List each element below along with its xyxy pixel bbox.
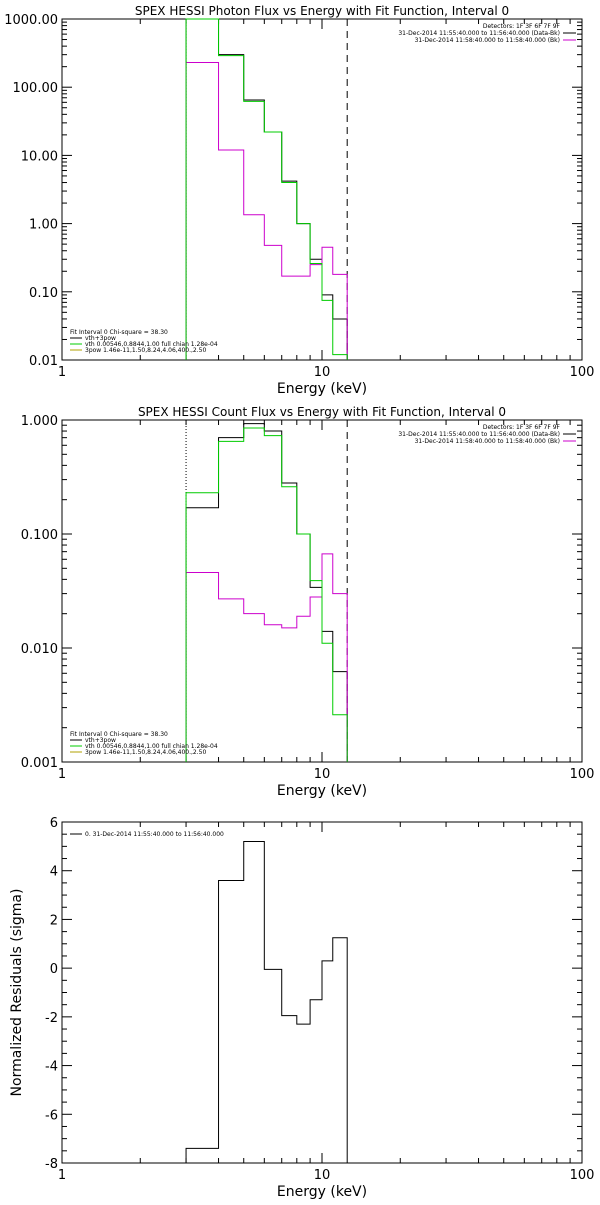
series-green-step	[185, 18, 348, 360]
y-tick-label: 4	[50, 865, 58, 880]
x-axis-label: Energy (keV)	[277, 1184, 367, 1200]
chart-panel-1: SPEX HESSI Count Flux vs Energy with Fit…	[21, 405, 595, 799]
y-tick-label: 100.00	[13, 81, 59, 96]
chart-panel-2: 1 10 100 -8 -6 -4 -2 0 2 4 6 Energy (keV) Normalized…	[9, 816, 594, 1200]
x-tick-label: 100	[570, 767, 595, 782]
y-tick-label: 6	[50, 816, 58, 831]
chart-panel-0: SPEX HESSI Photon Flux vs Energy with Fi…	[4, 4, 594, 397]
legend-entry: vth 0.00546,0.8844,1.00 full chian 1.28e…	[85, 743, 218, 750]
y-axis-label: Normalized Residuals (sigma)	[9, 889, 25, 1097]
series-black-step	[185, 840, 348, 1163]
legend-entry: 0. 31-Dec-2014 11:55:40.000 to 11:56:40.…	[85, 831, 224, 838]
legend-detectors: Detectors: 1F 3F 6F 7F 9F	[483, 424, 561, 431]
x-tick-label: 10	[314, 767, 331, 782]
series-black-step	[185, 423, 348, 762]
y-tick-label: -2	[45, 1011, 58, 1026]
plot-frame	[61, 18, 583, 361]
y-tick-label: -4	[45, 1060, 58, 1075]
x-tick-label: 1	[58, 1168, 66, 1183]
legend-detectors: Detectors: 1F 3F 6F 7F 9F	[483, 23, 561, 30]
y-tick-label: 0.001	[21, 756, 58, 771]
y-tick-label: 2	[50, 913, 58, 928]
y-tick-label: 1.000	[21, 414, 58, 429]
y-tick-label: 0	[50, 962, 58, 977]
x-axis-label: Energy (keV)	[277, 381, 367, 397]
y-tick-label: 1000.00	[4, 13, 58, 28]
legend-entry: 3pow 1.46e-11,1.50,8.24,4.06,400.,2.50	[85, 749, 206, 756]
y-tick-label: -8	[45, 1157, 58, 1172]
y-tick-label: 1.00	[29, 218, 58, 233]
x-axis-label: Energy (keV)	[277, 783, 367, 799]
x-tick-label: 1	[58, 365, 66, 380]
legend-entry: vth 0.00546,0.8844,1.00 full chian 1.28e…	[85, 341, 218, 348]
series-green-step	[185, 427, 348, 762]
y-tick-label: 0.010	[21, 642, 58, 657]
x-tick-label: 100	[570, 365, 595, 380]
y-tick-label: 0.10	[29, 286, 58, 301]
x-tick-label: 1	[58, 767, 66, 782]
legend-entry: 31-Dec-2014 11:55:40.000 to 11:56:40.000…	[398, 30, 560, 37]
x-tick-label: 10	[314, 365, 331, 380]
y-tick-label: 10.00	[21, 149, 58, 164]
legend-fit-title: Fit Interval 0 Chi-square = 38.30	[70, 731, 168, 738]
legend-entry: vth+3pow	[85, 335, 116, 342]
legend-entry: 31-Dec-2014 11:58:40.000 to 11:58:40.000…	[415, 438, 560, 445]
legend-entry: 3pow 1.46e-11,1.50,8.24,4.06,400.,2.50	[85, 347, 206, 354]
legend-entry: vth+3pow	[85, 737, 116, 744]
chart-title: SPEX HESSI Count Flux vs Energy with Fit…	[138, 405, 506, 419]
series-magenta-step	[185, 62, 348, 360]
y-tick-label: 0.100	[21, 528, 58, 543]
legend-entry: 31-Dec-2014 11:58:40.000 to 11:58:40.000…	[415, 37, 560, 44]
series-magenta-step	[185, 553, 348, 762]
series-black-step	[185, 18, 348, 360]
y-tick-label: 0.01	[29, 354, 58, 369]
x-tick-label: 100	[570, 1168, 595, 1183]
x-tick-label: 10	[314, 1168, 331, 1183]
chart-title: SPEX HESSI Photon Flux vs Energy with Fi…	[135, 4, 509, 18]
legend-fit-title: Fit Interval 0 Chi-square = 38.30	[70, 329, 168, 336]
y-tick-label: -6	[45, 1108, 58, 1123]
legend-entry: 31-Dec-2014 11:55:40.000 to 11:56:40.000…	[398, 431, 560, 438]
